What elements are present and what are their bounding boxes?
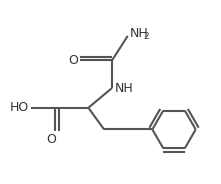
Text: NH: NH (130, 27, 149, 40)
Text: O: O (46, 133, 56, 146)
Text: HO: HO (10, 101, 29, 114)
Text: 2: 2 (143, 32, 149, 41)
Text: O: O (69, 54, 78, 67)
Text: NH: NH (115, 82, 134, 95)
